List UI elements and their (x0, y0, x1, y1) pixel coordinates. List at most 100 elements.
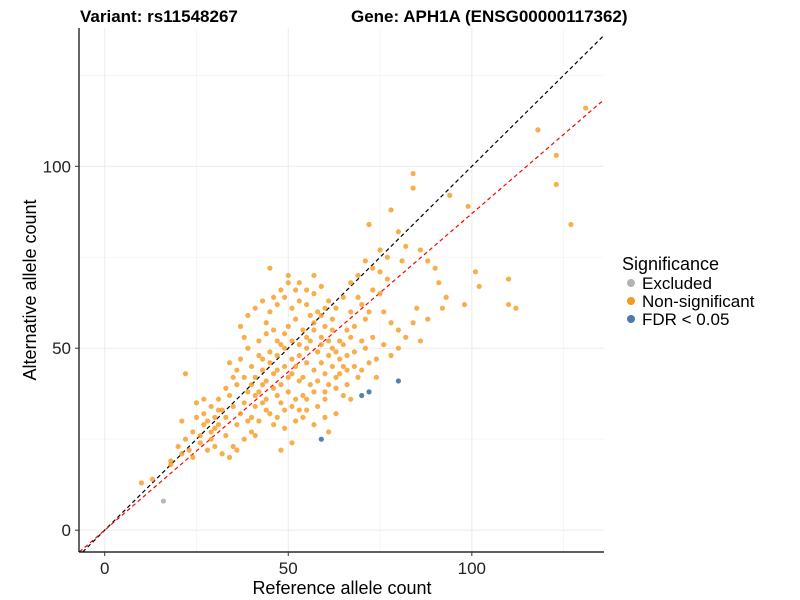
point-non-significant (234, 422, 240, 428)
point-non-significant (366, 221, 372, 228)
point-non-significant (329, 363, 335, 370)
point-non-significant (281, 331, 288, 337)
x-axis-ticks: 0 50 100 (100, 552, 486, 578)
point-non-significant (461, 301, 468, 308)
point-non-significant (318, 283, 324, 289)
point-non-significant (381, 341, 387, 348)
point-non-significant (326, 298, 332, 304)
point-non-significant (296, 298, 302, 304)
point-non-significant (333, 374, 339, 380)
point-non-significant (553, 181, 559, 188)
point-non-significant (296, 407, 302, 413)
point-non-significant (230, 374, 236, 380)
point-non-significant (285, 374, 291, 380)
point-non-significant (285, 389, 291, 395)
point-non-significant (293, 418, 299, 424)
point-non-significant (344, 352, 350, 359)
point-non-significant (212, 414, 218, 420)
point-excluded (160, 498, 167, 504)
point-non-significant (259, 382, 266, 388)
point-non-significant (329, 345, 335, 351)
point-non-significant (329, 327, 335, 333)
point-non-significant (315, 349, 321, 355)
point-non-significant (204, 447, 211, 453)
point-non-significant (223, 385, 229, 391)
point-non-significant (182, 371, 189, 377)
point-non-significant (274, 352, 280, 359)
chart-title-variant: Variant: rs11548267 (80, 7, 238, 26)
point-non-significant (307, 312, 313, 319)
point-non-significant (403, 334, 409, 340)
legend: Significance ExcludedNon-significantFDR … (622, 254, 755, 329)
point-non-significant (259, 356, 266, 362)
point-non-significant (237, 411, 244, 417)
legend-label-non-significant: Non-significant (642, 292, 755, 311)
point-non-significant (289, 305, 295, 311)
point-non-significant (322, 389, 328, 395)
point-non-significant (237, 323, 244, 329)
point-non-significant (410, 170, 416, 177)
point-non-significant (208, 429, 214, 435)
legend-key-non-significant (627, 297, 635, 305)
point-non-significant (311, 320, 317, 326)
point-non-significant (359, 367, 365, 373)
point-non-significant (362, 258, 368, 264)
point-non-significant (256, 389, 262, 395)
point-non-significant (326, 352, 332, 359)
point-non-significant (186, 447, 192, 453)
point-non-significant (226, 454, 233, 460)
point-non-significant (215, 422, 222, 428)
point-non-significant (201, 396, 207, 402)
point-non-significant (311, 291, 317, 297)
point-non-significant (553, 152, 559, 158)
point-non-significant (322, 396, 328, 402)
y-tick-label: 50 (52, 339, 71, 358)
point-non-significant (304, 396, 310, 402)
point-non-significant (168, 458, 174, 464)
point-non-significant (285, 272, 291, 279)
point-non-significant (326, 429, 332, 435)
point-non-significant (535, 127, 541, 133)
point-non-significant (285, 323, 291, 329)
point-non-significant (179, 451, 185, 457)
point-non-significant (201, 411, 207, 417)
point-non-significant (223, 414, 229, 420)
point-non-significant (281, 425, 288, 431)
point-non-significant (267, 360, 273, 366)
point-non-significant (472, 269, 479, 275)
point-non-significant (355, 294, 361, 300)
x-axis-title: Reference allele count (252, 578, 431, 598)
point-non-significant (274, 392, 280, 399)
point-non-significant (267, 411, 273, 417)
point-non-significant (274, 301, 280, 308)
point-non-significant (278, 341, 284, 348)
legend-label-fdr-0-05: FDR < 0.05 (642, 310, 729, 329)
point-non-significant (263, 331, 269, 337)
point-non-significant (296, 352, 302, 359)
point-non-significant (223, 432, 229, 439)
point-non-significant (289, 403, 295, 410)
point-non-significant (245, 312, 251, 319)
point-non-significant (322, 323, 328, 329)
point-non-significant (175, 443, 181, 450)
point-non-significant (370, 334, 376, 340)
point-non-significant (333, 411, 339, 417)
point-non-significant (278, 287, 284, 293)
point-non-significant (267, 349, 273, 355)
point-non-significant (425, 258, 431, 264)
point-non-significant (377, 269, 383, 275)
identity-reference-line (82, 34, 605, 553)
point-non-significant (248, 382, 255, 388)
point-non-significant (149, 476, 156, 482)
point-non-significant (270, 422, 277, 428)
point-non-significant (296, 341, 302, 348)
point-non-significant (307, 338, 313, 344)
point-non-significant (410, 185, 416, 191)
point-non-significant (289, 440, 295, 446)
point-non-significant (318, 312, 324, 319)
point-non-significant (234, 382, 240, 388)
point-non-significant (377, 247, 383, 253)
point-non-significant (388, 207, 394, 213)
point-non-significant (311, 327, 317, 333)
